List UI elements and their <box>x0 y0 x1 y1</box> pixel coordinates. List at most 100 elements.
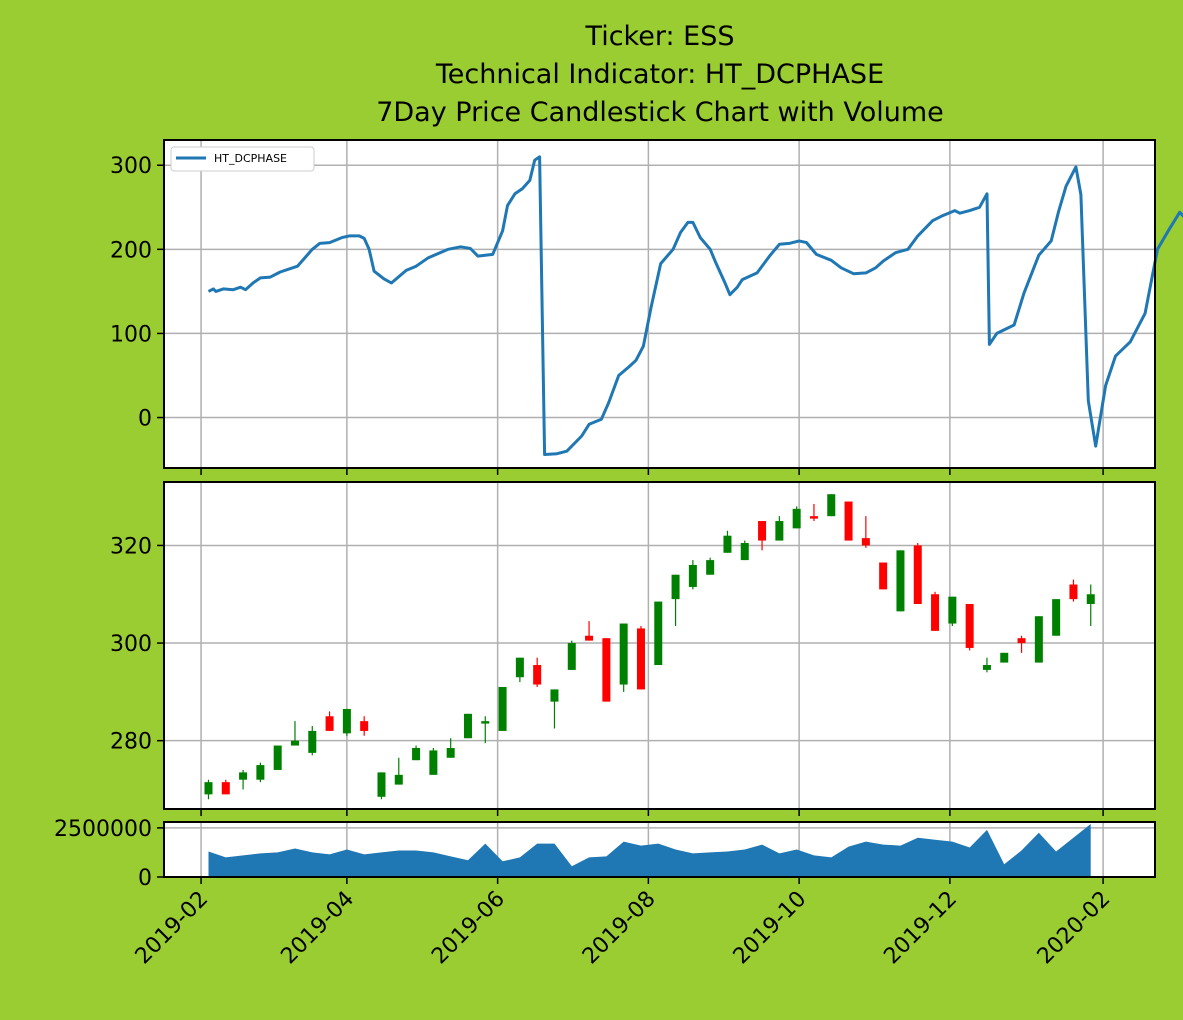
candle-body <box>463 713 472 739</box>
figure-title: Ticker: ESS Technical Indicator: HT_DCPH… <box>376 21 944 128</box>
title-line-2: Technical Indicator: HT_DCPHASE <box>435 59 884 90</box>
candle-body <box>636 628 645 690</box>
candle <box>239 769 248 790</box>
candle <box>1052 599 1061 636</box>
candle <box>844 501 853 541</box>
y-tick-label: 0 <box>138 407 152 432</box>
candle-body <box>809 516 818 519</box>
candle-body <box>758 521 767 541</box>
title-line-1: Ticker: ESS <box>585 21 735 52</box>
candle <box>965 604 974 651</box>
candle <box>273 745 282 770</box>
candle <box>221 779 230 795</box>
candle-body <box>290 740 299 746</box>
y-tick-label: 200 <box>110 238 152 263</box>
candle <box>515 657 524 683</box>
candle-body <box>412 747 421 761</box>
candle <box>585 621 594 641</box>
candle <box>550 689 559 729</box>
candle-body <box>1034 616 1043 663</box>
candle <box>1034 616 1043 663</box>
candle <box>688 560 697 590</box>
candle-body <box>965 604 974 648</box>
candle-body <box>308 730 317 753</box>
ht-dcphase-line <box>207 155 1183 456</box>
candle <box>861 516 870 548</box>
candle <box>481 716 490 744</box>
indicator-frame <box>163 139 1156 469</box>
candle <box>827 494 836 517</box>
candle <box>654 601 663 666</box>
indicator-legend: HT_DCPHASE <box>170 146 315 172</box>
indicator-y-ticks: 0 100 200 300 <box>110 154 164 432</box>
candle <box>706 557 715 575</box>
candle <box>913 543 922 605</box>
candle <box>982 657 991 673</box>
y-tick-label: 320 <box>110 534 152 559</box>
legend-label: HT_DCPHASE <box>214 152 287 165</box>
candle-body <box>394 774 403 785</box>
candle-body <box>1069 584 1078 600</box>
candle <box>360 716 369 736</box>
candle-body <box>239 772 248 780</box>
candle-body <box>654 601 663 666</box>
candle <box>342 708 351 736</box>
candle-body <box>1052 599 1061 636</box>
candle <box>879 562 888 590</box>
indicator-plot-area <box>164 140 1155 468</box>
candle <box>446 738 455 758</box>
candle <box>792 506 801 529</box>
volume-area <box>208 824 1091 877</box>
candle-body <box>342 708 351 734</box>
volume-frame <box>163 821 1156 878</box>
candle-body <box>273 745 282 770</box>
candle <box>290 721 299 746</box>
y-tick-label: 280 <box>110 730 152 755</box>
candle-body <box>1086 594 1095 605</box>
candle-body <box>1000 652 1009 663</box>
candle <box>498 686 507 731</box>
candle-body <box>982 665 991 670</box>
candle <box>567 640 576 670</box>
y-tick-label: 0 <box>138 866 152 891</box>
candle <box>671 574 680 626</box>
candle-body <box>861 538 870 546</box>
candle <box>1086 584 1095 626</box>
candle-body <box>619 623 628 685</box>
candle <box>1000 652 1009 663</box>
candle-body <box>602 638 611 702</box>
y-tick-label: 300 <box>110 154 152 179</box>
candle <box>636 625 645 690</box>
candle-body <box>827 494 836 517</box>
legend-box <box>170 146 315 172</box>
candle-body <box>481 721 490 724</box>
candle-body <box>879 562 888 590</box>
candle <box>325 711 334 731</box>
candle-body <box>931 594 940 631</box>
candle-body <box>567 643 576 670</box>
candle-body <box>550 689 559 702</box>
candle-body <box>204 782 213 795</box>
candle-body <box>533 665 542 685</box>
candle <box>619 623 628 692</box>
candle <box>463 713 472 739</box>
candle-body <box>515 657 524 678</box>
candle-body <box>325 716 334 731</box>
candle-body <box>256 765 265 780</box>
candle <box>204 779 213 800</box>
candle-body <box>585 635 594 641</box>
indicator-panel: 0 100 200 300 HT_DCPHASE <box>110 139 1183 469</box>
candle-body <box>1017 638 1026 644</box>
candle <box>377 772 386 800</box>
candle-body <box>221 782 230 795</box>
price-y-ticks: 280 300 320 <box>110 534 164 755</box>
candle-body <box>896 550 905 612</box>
candle <box>256 762 265 783</box>
candle-body <box>913 545 922 605</box>
candle-body <box>948 596 957 624</box>
candle <box>429 747 438 775</box>
candle <box>931 591 940 631</box>
candle <box>412 745 421 761</box>
candle <box>809 503 818 522</box>
candle-body <box>792 508 801 529</box>
